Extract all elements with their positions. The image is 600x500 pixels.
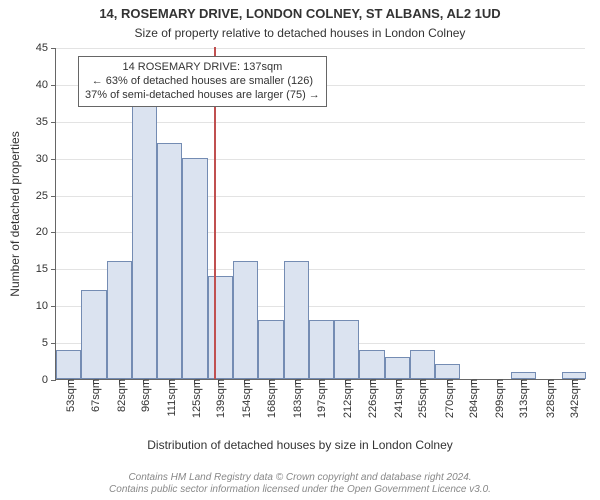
footer-line-2: Contains public sector information licen… [0,484,600,496]
x-tick-label: 284sqm [462,379,480,418]
annotation-box: 14 ROSEMARY DRIVE: 137sqm← 63% of detach… [78,56,327,107]
y-tick-label: 0 [42,374,56,386]
x-tick-label: 111sqm [160,379,178,417]
x-tick-label: 154sqm [235,379,253,418]
histogram-bar [107,261,132,379]
histogram-bar [233,261,258,379]
x-tick-label: 226sqm [361,379,379,418]
x-tick-label: 183sqm [286,379,304,418]
x-tick-label: 139sqm [209,379,227,418]
x-tick-label: 342sqm [563,379,581,418]
x-tick-label: 125sqm [185,379,203,418]
histogram-bar [334,320,359,379]
x-tick-label: 255sqm [411,379,429,418]
y-tick-label: 5 [42,337,56,349]
y-tick-label: 10 [36,300,56,312]
annotation-line: 37% of semi-detached houses are larger (… [85,89,320,103]
y-tick-label: 40 [36,79,56,91]
annotation-line: 14 ROSEMARY DRIVE: 137sqm [85,61,320,75]
y-tick-label: 20 [36,226,56,238]
annotation-line: ← 63% of detached houses are smaller (12… [85,75,320,89]
histogram-bar [132,106,157,379]
histogram-bar [208,276,233,379]
x-tick-label: 82sqm [110,379,128,412]
x-tick-label: 313sqm [512,379,530,418]
x-tick-label: 328sqm [539,379,557,418]
histogram-bar [157,143,182,379]
chart-title-main: 14, ROSEMARY DRIVE, LONDON COLNEY, ST AL… [0,6,600,21]
histogram-bar [258,320,283,379]
x-tick-label: 270sqm [438,379,456,418]
y-tick-label: 45 [36,42,56,54]
histogram-bar [410,350,435,380]
x-tick-label: 197sqm [310,379,328,418]
y-tick-label: 30 [36,153,56,165]
footer-line-1: Contains HM Land Registry data © Crown c… [0,472,600,484]
y-tick-label: 35 [36,116,56,128]
histogram-bar [385,357,410,379]
y-tick-label: 25 [36,190,56,202]
plot-area: 05101520253035404553sqm67sqm82sqm96sqm11… [55,48,585,380]
x-tick-label: 96sqm [134,379,152,412]
x-axis-label: Distribution of detached houses by size … [0,438,600,452]
histogram-bar [56,350,81,380]
histogram-bar [309,320,334,379]
chart-title-sub: Size of property relative to detached ho… [0,26,600,40]
x-tick-label: 241sqm [387,379,405,418]
x-tick-label: 67sqm [84,379,102,412]
x-tick-label: 168sqm [260,379,278,418]
x-tick-label: 212sqm [336,379,354,418]
histogram-bar [359,350,384,380]
x-tick-label: 299sqm [488,379,506,418]
y-axis-label: Number of detached properties [8,131,22,296]
histogram-bar [284,261,309,379]
x-tick-label: 53sqm [59,379,77,412]
gridline [56,48,585,49]
histogram-bar [182,158,207,379]
footer-attribution: Contains HM Land Registry data © Crown c… [0,472,600,496]
histogram-bar [435,364,460,379]
histogram-bar [511,372,536,379]
histogram-bar [562,372,586,379]
histogram-bar [81,290,106,379]
y-tick-label: 15 [36,263,56,275]
